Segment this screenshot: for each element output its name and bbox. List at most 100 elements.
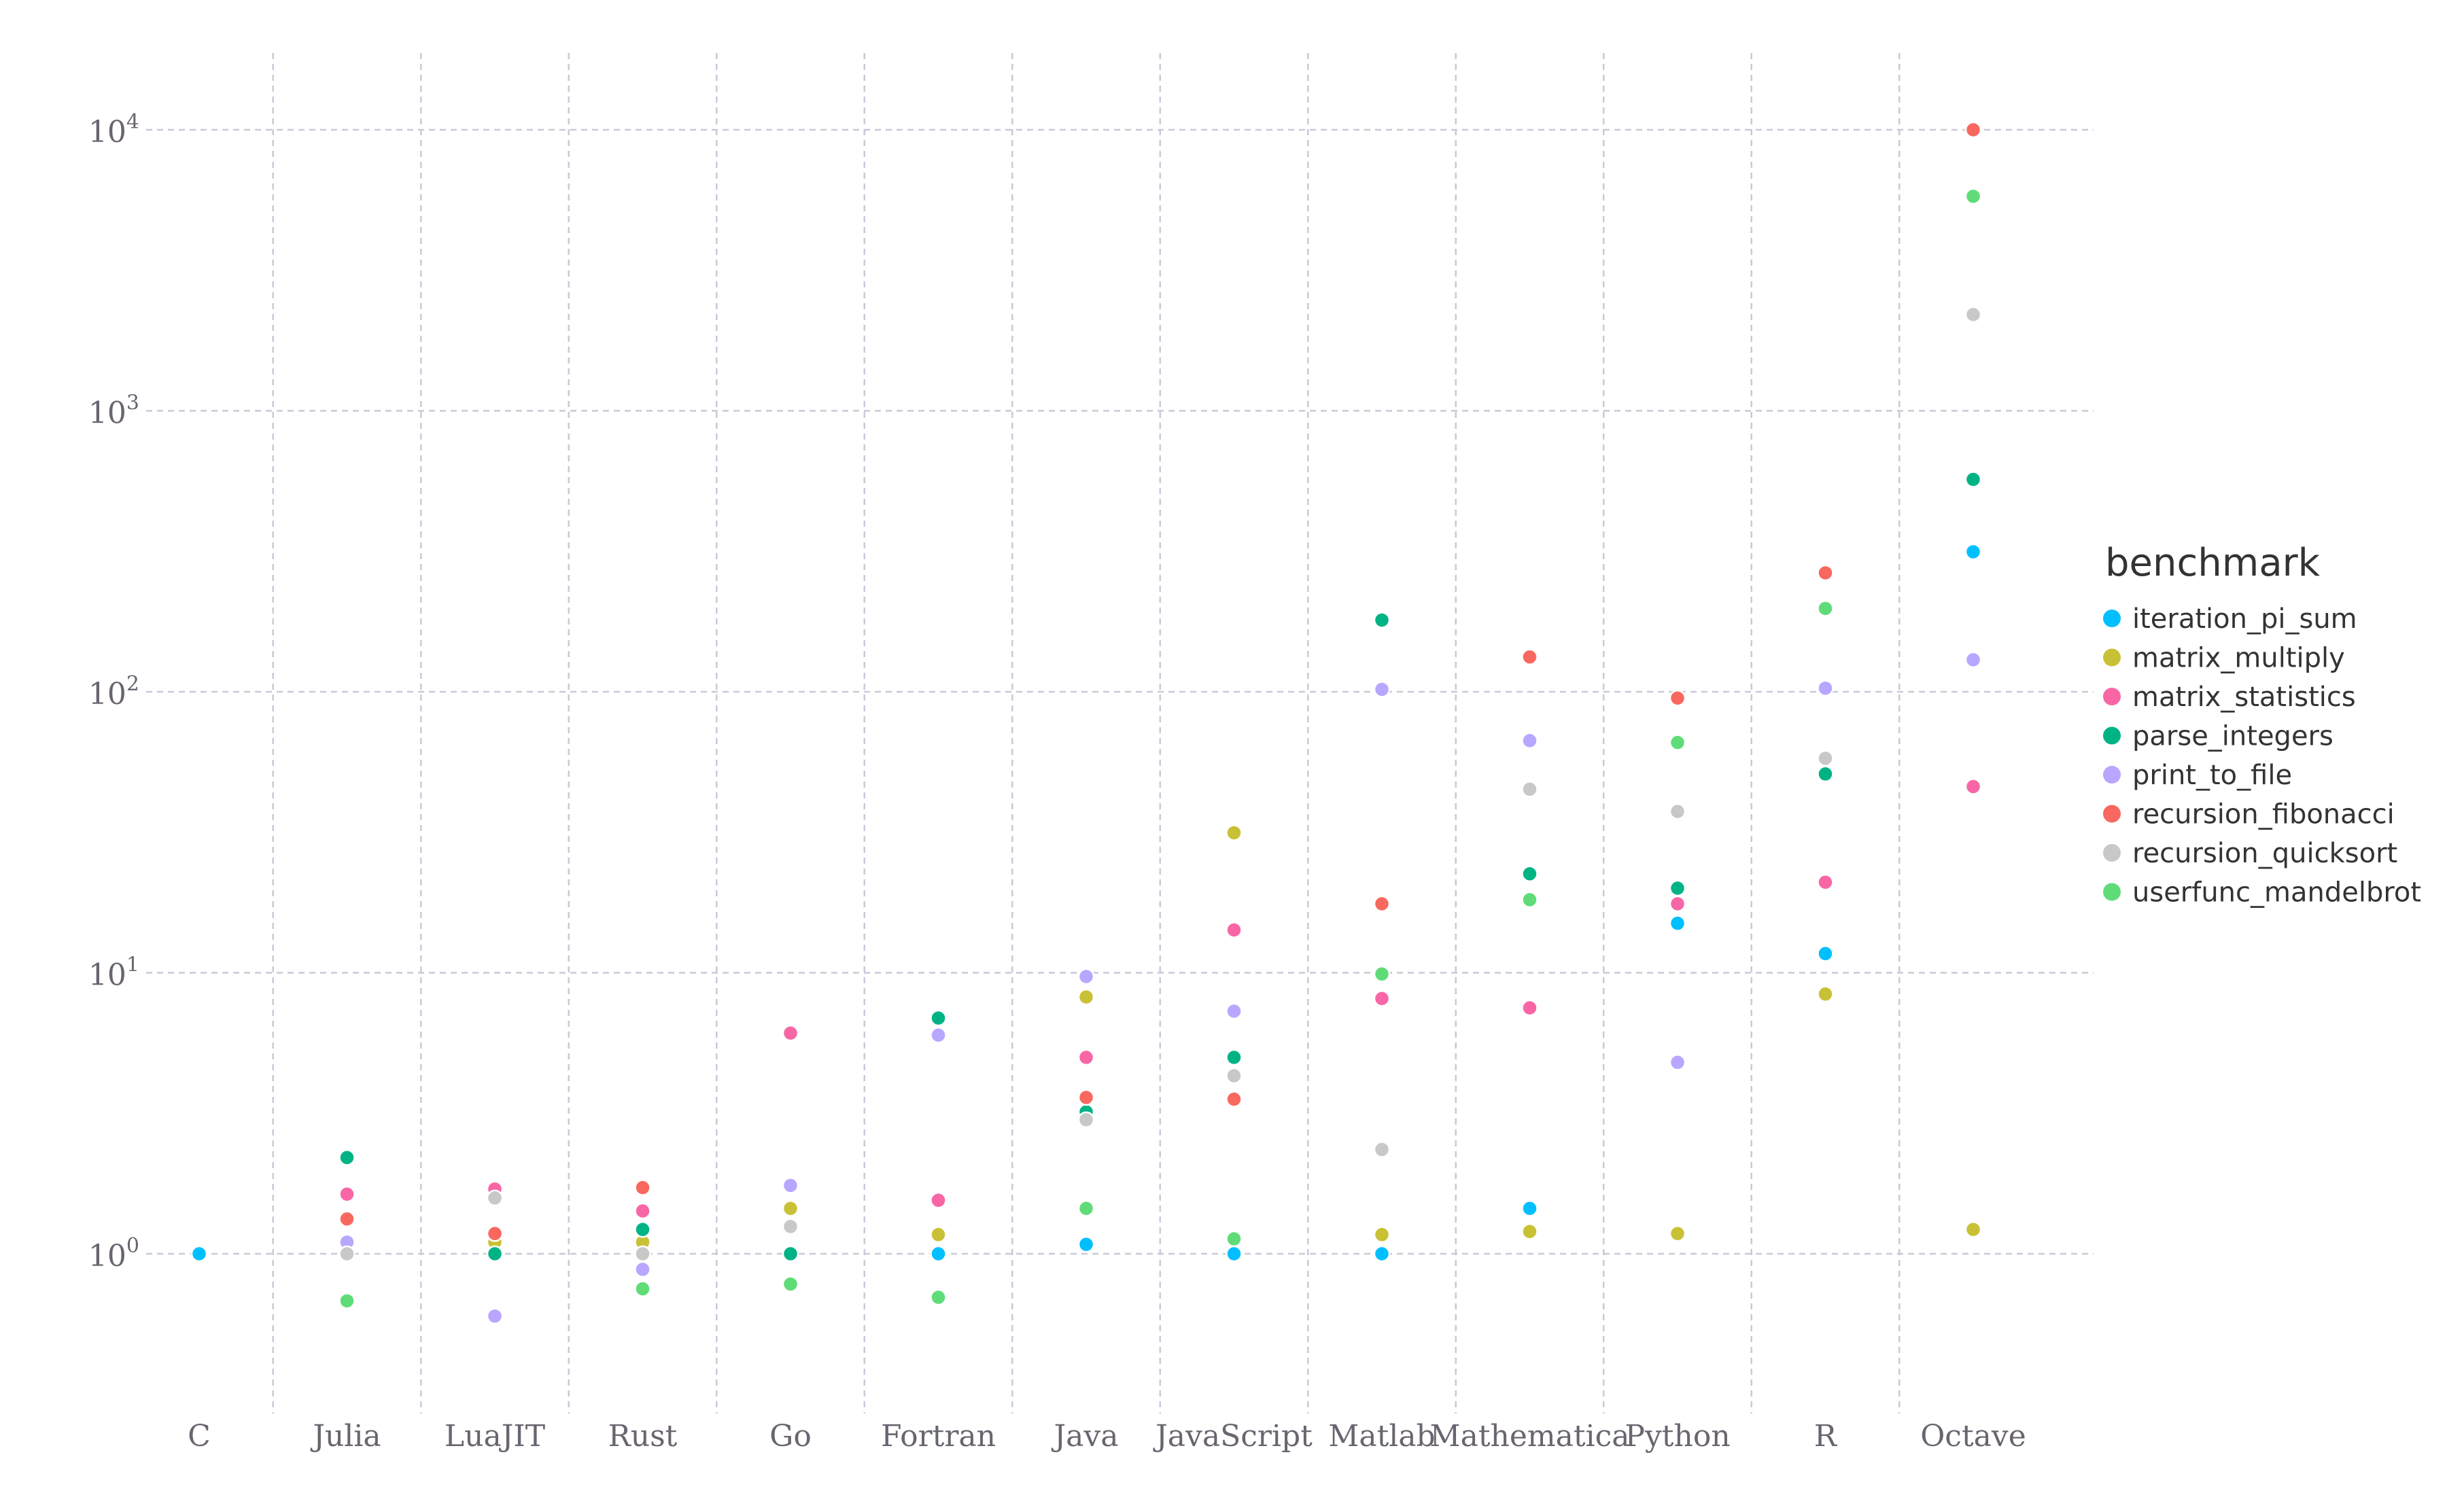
data-point [1964, 188, 1982, 205]
data-point [1669, 879, 1686, 897]
data-point [1521, 732, 1538, 750]
data-point [782, 1218, 799, 1235]
data-point [1964, 778, 1982, 795]
legend-label: parse_integers [2132, 721, 2333, 752]
legend-swatch [2103, 726, 2121, 745]
data-point [1521, 1200, 1538, 1217]
data-point [1226, 921, 1243, 938]
data-point [339, 1149, 355, 1166]
data-point [1669, 734, 1686, 751]
y-tick-label: 100 [88, 1234, 139, 1273]
data-point [1077, 968, 1095, 985]
data-point [930, 1026, 947, 1044]
data-point [1226, 1245, 1243, 1263]
data-point [634, 1221, 651, 1238]
data-point [634, 1245, 651, 1263]
data-point [1817, 985, 1834, 1003]
legend-title: benchmark [2105, 541, 2321, 585]
data-point [930, 1226, 947, 1244]
x-tick-label: Matlab [1328, 1419, 1435, 1454]
data-point [1669, 689, 1686, 707]
data-point [1373, 1141, 1391, 1158]
legend: benchmark iteration_pi_sum matrix_multipl… [2103, 541, 2421, 909]
data-point [1373, 612, 1391, 629]
data-point [1964, 1221, 1982, 1238]
data-point [486, 1245, 504, 1263]
data-point [930, 1245, 947, 1263]
y-axis-tick-labels: 100 101 102 103 104 [88, 110, 139, 1273]
data-point [1521, 999, 1538, 1017]
data-point [1226, 824, 1243, 841]
legend-swatch [2103, 688, 2121, 705]
y-tick-label: 101 [88, 953, 139, 993]
data-point [1077, 1089, 1095, 1106]
data-point [1669, 915, 1686, 932]
x-axis-tick-labels: C Julia LuaJIT Rust Go Fortran Java JavaScript M… [188, 1419, 2026, 1454]
data-point [1077, 1200, 1095, 1217]
horizontal-gridlines [146, 128, 2094, 1255]
data-point [1669, 895, 1686, 913]
data-point [1964, 306, 1982, 323]
vertical-gridlines [272, 53, 1901, 1413]
data-point [1226, 1091, 1243, 1108]
legend-swatch [2103, 648, 2121, 667]
data-point [1077, 1111, 1095, 1128]
legend-swatch [2103, 844, 2121, 862]
y-tick-label: 103 [88, 391, 139, 431]
y-tick-label: 102 [88, 672, 139, 711]
data-point [782, 1025, 799, 1042]
data-point [486, 1189, 504, 1207]
data-point [1817, 564, 1834, 582]
data-point [782, 1245, 799, 1263]
data-point [1817, 600, 1834, 617]
data-point [930, 1288, 947, 1306]
data-point [1226, 1230, 1243, 1248]
data-point [1373, 966, 1391, 983]
x-tick-label: Python [1625, 1419, 1730, 1454]
data-point [634, 1179, 651, 1196]
data-point [1964, 471, 1982, 488]
data-point [486, 1307, 504, 1324]
x-tick-label: Java [1052, 1419, 1119, 1454]
x-tick-label: C [188, 1419, 211, 1454]
data-point [1077, 1049, 1095, 1066]
legend-label: print_to_file [2132, 760, 2292, 791]
data-point [1373, 895, 1391, 913]
data-point [339, 1210, 355, 1228]
data-point [782, 1200, 799, 1217]
data-point [486, 1225, 504, 1242]
data-point [930, 1192, 947, 1209]
data-point [1964, 121, 1982, 139]
data-point [1669, 1225, 1686, 1242]
data-point [1817, 765, 1834, 783]
data-point [1226, 1067, 1243, 1085]
x-tick-label: LuaJIT [445, 1419, 545, 1454]
data-point [339, 1186, 355, 1203]
data-point [339, 1293, 355, 1309]
data-point [930, 1009, 947, 1027]
data-point [339, 1245, 355, 1263]
legend-label: matrix_statistics [2132, 682, 2356, 713]
data-point [1669, 1054, 1686, 1071]
legend-swatch [2103, 610, 2121, 627]
data-point [1817, 750, 1834, 767]
data-points [190, 121, 1982, 1324]
data-point [1373, 1245, 1391, 1263]
data-point [1521, 891, 1538, 909]
data-point [1817, 945, 1834, 962]
legend-label: userfunc_mandelbrot [2132, 877, 2421, 909]
data-point [634, 1202, 651, 1220]
legend-swatch [2103, 883, 2121, 901]
data-point [1373, 1226, 1391, 1244]
data-point [1373, 990, 1391, 1007]
x-tick-label: Fortran [881, 1419, 996, 1454]
legend-swatch [2103, 766, 2121, 784]
data-point [1964, 543, 1982, 561]
data-point [634, 1280, 651, 1297]
data-point [1817, 874, 1834, 891]
data-point [782, 1276, 799, 1293]
data-point [1226, 1049, 1243, 1066]
data-point [1077, 1235, 1095, 1253]
y-tick-label: 104 [88, 110, 139, 150]
